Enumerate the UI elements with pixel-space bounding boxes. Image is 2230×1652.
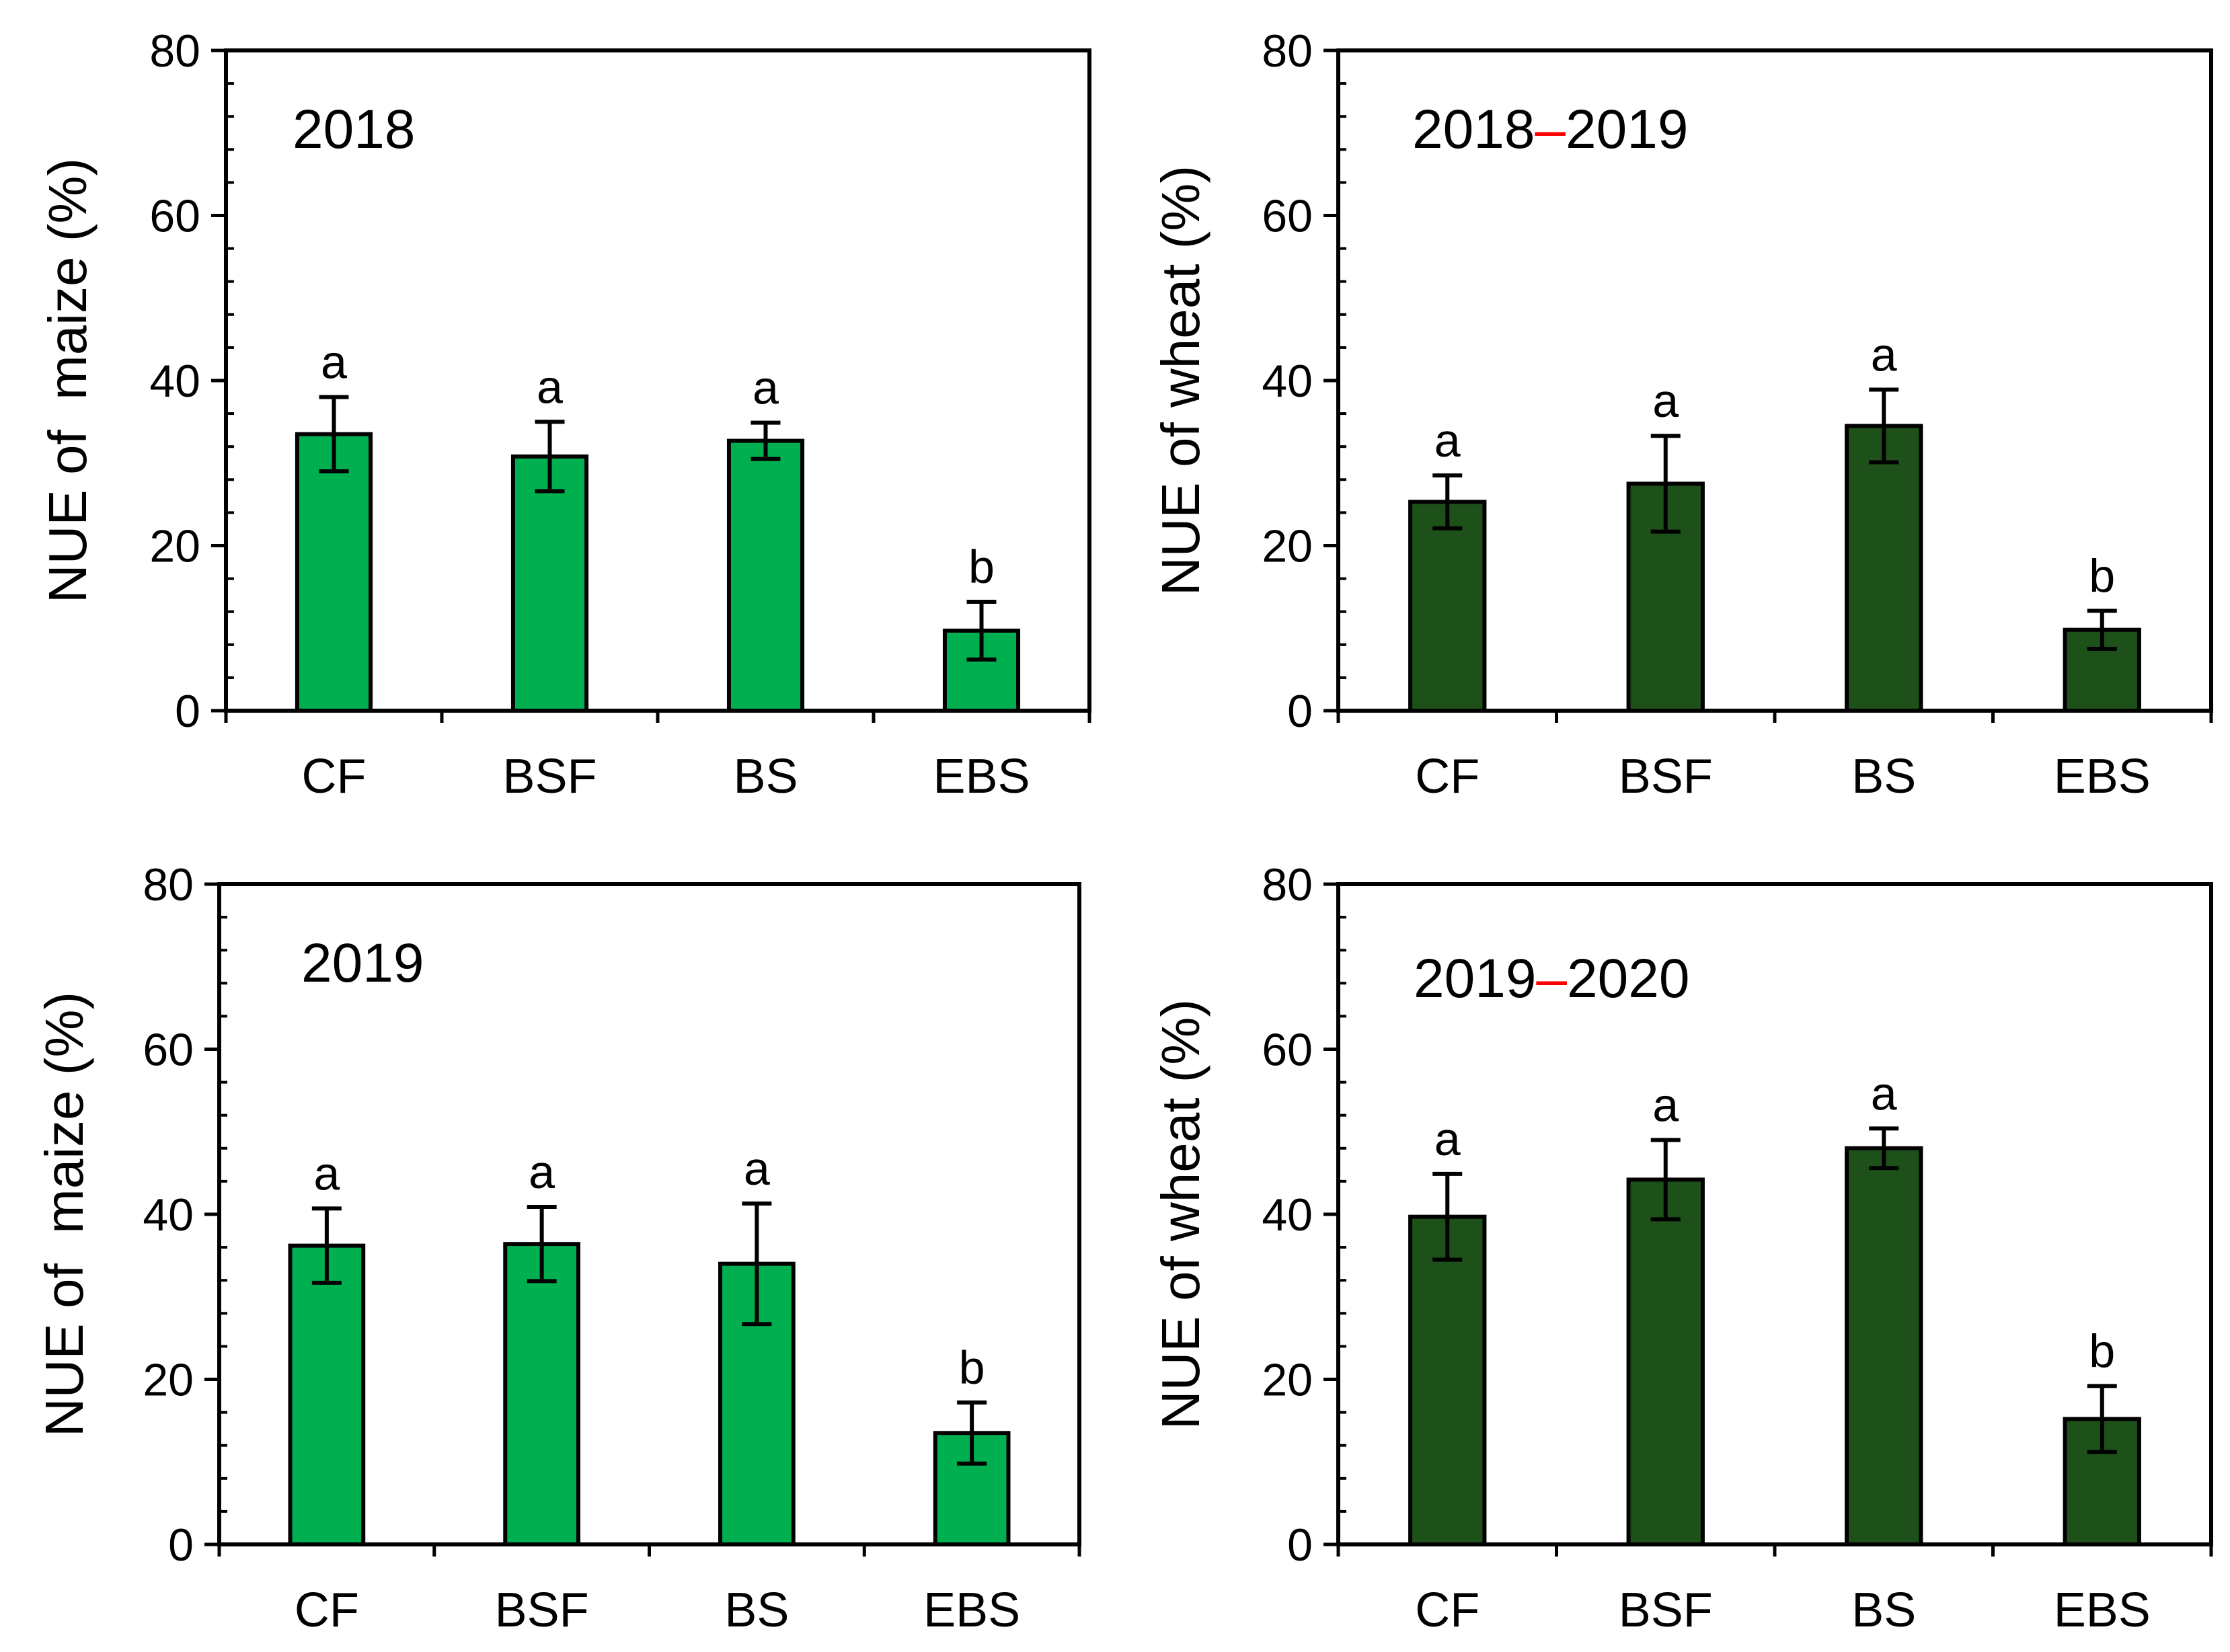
significance-label: b bbox=[2089, 549, 2115, 602]
y-tick-label: 0 bbox=[175, 686, 200, 737]
category-label: BS bbox=[1851, 1583, 1916, 1637]
category-label: CF bbox=[295, 1583, 359, 1637]
bar-bs bbox=[726, 438, 805, 713]
y-tick-label: 0 bbox=[1287, 1520, 1313, 1571]
y-tick-label: 0 bbox=[168, 1520, 194, 1571]
category-label: EBS bbox=[2054, 1583, 2151, 1637]
panel-maize-2019: 0 20 40 60 80 a CF a BSF a BS b EBS NUE of maize (%) 2… bbox=[34, 859, 1081, 1637]
title-dash: – bbox=[1535, 99, 1566, 160]
significance-label: a bbox=[1434, 1113, 1461, 1165]
y-tick-label: 20 bbox=[143, 1355, 194, 1406]
category-label: CF bbox=[1415, 1583, 1479, 1637]
category-label: BSF bbox=[1619, 1583, 1713, 1637]
y-tick-label: 40 bbox=[1262, 356, 1313, 407]
bar-cf bbox=[288, 1243, 366, 1547]
y-tick-label: 80 bbox=[143, 859, 194, 910]
category-label: EBS bbox=[923, 1583, 1020, 1637]
significance-label: a bbox=[1652, 375, 1679, 427]
significance-label: a bbox=[313, 1147, 340, 1199]
panel-title: 2018 bbox=[293, 99, 415, 160]
significance-label: a bbox=[1871, 329, 1897, 381]
bar-bs bbox=[718, 1261, 796, 1547]
significance-label: a bbox=[744, 1142, 770, 1195]
y-tick-label: 80 bbox=[1262, 859, 1313, 910]
title-dash: – bbox=[1536, 948, 1567, 1009]
significance-label: a bbox=[321, 336, 347, 389]
title-year: 2018 bbox=[1412, 99, 1535, 160]
significance-label: b bbox=[2089, 1325, 2115, 1377]
category-label: BS bbox=[724, 1583, 789, 1637]
significance-label: a bbox=[753, 362, 779, 414]
category-label: BSF bbox=[502, 750, 597, 803]
category-label: BS bbox=[1851, 750, 1916, 803]
bar-cf bbox=[1408, 1214, 1487, 1546]
y-axis-title: NUE of maize (%) bbox=[34, 992, 94, 1437]
bar-bsf bbox=[1626, 1177, 1705, 1546]
y-tick-label: 60 bbox=[149, 191, 200, 242]
category-label: BS bbox=[733, 750, 798, 803]
y-tick-label: 20 bbox=[1262, 521, 1313, 572]
category-label: BSF bbox=[495, 1583, 589, 1637]
significance-label: b bbox=[959, 1341, 985, 1394]
title-year: 2019 bbox=[1566, 99, 1688, 160]
category-label: CF bbox=[302, 750, 367, 803]
y-axis-title: NUE of wheat (%) bbox=[1151, 165, 1210, 596]
bar-bs bbox=[1845, 1146, 1923, 1547]
y-tick-label: 60 bbox=[1262, 1025, 1313, 1076]
category-label: BSF bbox=[1619, 750, 1713, 803]
y-tick-label: 40 bbox=[1262, 1189, 1313, 1241]
bar-bs bbox=[1845, 424, 1923, 713]
category-label: EBS bbox=[2054, 750, 2151, 803]
bar-bsf bbox=[510, 454, 589, 713]
y-tick-label: 80 bbox=[1262, 26, 1313, 77]
significance-label: a bbox=[529, 1146, 555, 1198]
significance-label: a bbox=[1652, 1079, 1679, 1132]
y-tick-label: 20 bbox=[149, 521, 200, 572]
y-axis-title: NUE of wheat (%) bbox=[1151, 999, 1210, 1429]
panel-title: 2019 bbox=[301, 933, 424, 994]
y-tick-label: 40 bbox=[149, 356, 200, 407]
y-tick-label: 60 bbox=[1262, 191, 1313, 242]
title-year: 2020 bbox=[1567, 948, 1689, 1009]
panel-title: 2018–2019 bbox=[1412, 99, 1688, 160]
significance-label: a bbox=[1871, 1067, 1897, 1119]
significance-label: a bbox=[1434, 414, 1461, 467]
bar-cf bbox=[295, 432, 373, 713]
y-axis-title: NUE of maize (%) bbox=[38, 158, 98, 603]
bar-bsf bbox=[503, 1242, 580, 1546]
y-tick-label: 20 bbox=[1262, 1355, 1313, 1406]
category-label: EBS bbox=[933, 750, 1030, 803]
panel-wheat-2019-2020: 0 20 40 60 80 a CF a BSF a BS b EBS NUE of wheat (%) 2… bbox=[1151, 859, 2213, 1637]
significance-label: a bbox=[537, 360, 563, 413]
y-tick-label: 60 bbox=[143, 1025, 194, 1076]
significance-label: b bbox=[968, 541, 995, 593]
panel-title: 2019–2020 bbox=[1414, 948, 1689, 1009]
y-tick-label: 0 bbox=[1287, 686, 1313, 737]
y-tick-label: 80 bbox=[149, 26, 200, 77]
panel-maize-2018: 0 20 40 60 80 a CF a BSF a BS b EBS NUE of maize (%) 2… bbox=[38, 26, 1091, 803]
panel-wheat-2018-2019: 0 20 40 60 80 a CF a BSF a BS b EBS NUE of wheat (%) 2… bbox=[1151, 26, 2213, 803]
bar-cf bbox=[1408, 500, 1487, 713]
y-tick-label: 40 bbox=[143, 1189, 194, 1241]
category-label: CF bbox=[1415, 750, 1479, 803]
title-year: 2019 bbox=[1414, 948, 1536, 1009]
